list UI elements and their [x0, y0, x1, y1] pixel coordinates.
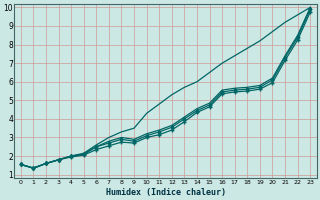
- X-axis label: Humidex (Indice chaleur): Humidex (Indice chaleur): [106, 188, 226, 197]
